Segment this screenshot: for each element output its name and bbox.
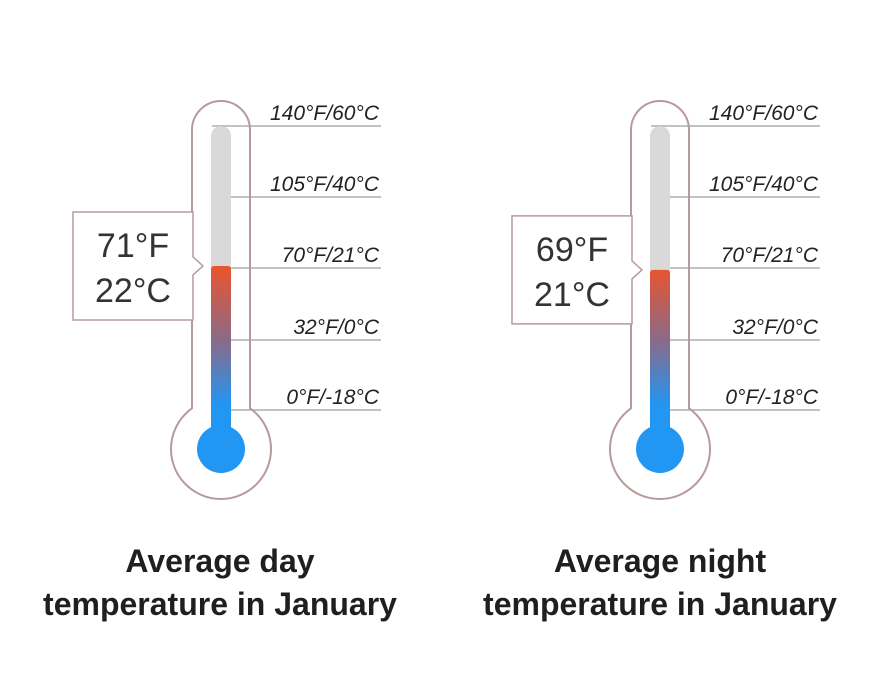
day-readout-fahrenheit: 71°F bbox=[97, 227, 169, 265]
day-readout-celsius: 22°C bbox=[95, 272, 171, 310]
night-tick-label: 140°F/60°C bbox=[709, 102, 819, 125]
night-readout-fahrenheit: 69°F bbox=[536, 231, 608, 269]
day-tick-label: 70°F/21°C bbox=[282, 244, 380, 267]
night-tick-label: 105°F/40°C bbox=[709, 173, 819, 196]
night-tick-label: 70°F/21°C bbox=[721, 244, 819, 267]
night-mercury-column bbox=[650, 269, 670, 440]
night-title-line-2: temperature in January bbox=[483, 586, 837, 622]
night-mercury-bulb bbox=[636, 425, 684, 473]
day-title-line-2: temperature in January bbox=[43, 586, 397, 622]
night-title: Average night temperature in January bbox=[440, 540, 880, 626]
day-mercury-column bbox=[211, 265, 231, 440]
day-mercury-bulb bbox=[197, 425, 245, 473]
day-readout-box bbox=[72, 211, 205, 321]
day-title-line-1: Average day bbox=[125, 543, 315, 579]
night-readout-box bbox=[511, 215, 644, 325]
day-tick-label: 105°F/40°C bbox=[270, 173, 380, 196]
day-thermometer: 140°F/60°C 105°F/40°C 70°F/21°C 32°F/0°C 0°F… bbox=[72, 100, 381, 500]
night-thermometer: 140°F/60°C 105°F/40°C 70°F/21°C 32°F/0°C 0°F… bbox=[511, 100, 820, 500]
night-tick-label: 32°F/0°C bbox=[732, 316, 818, 339]
night-readout-celsius: 21°C bbox=[534, 276, 610, 314]
night-tick-label: 0°F/-18°C bbox=[725, 386, 818, 409]
day-tick-label: 140°F/60°C bbox=[270, 102, 380, 125]
day-tick-label: 32°F/0°C bbox=[293, 316, 379, 339]
day-tick-label: 0°F/-18°C bbox=[286, 386, 379, 409]
day-title: Average day temperature in January bbox=[0, 540, 440, 626]
night-title-line-1: Average night bbox=[553, 543, 767, 579]
